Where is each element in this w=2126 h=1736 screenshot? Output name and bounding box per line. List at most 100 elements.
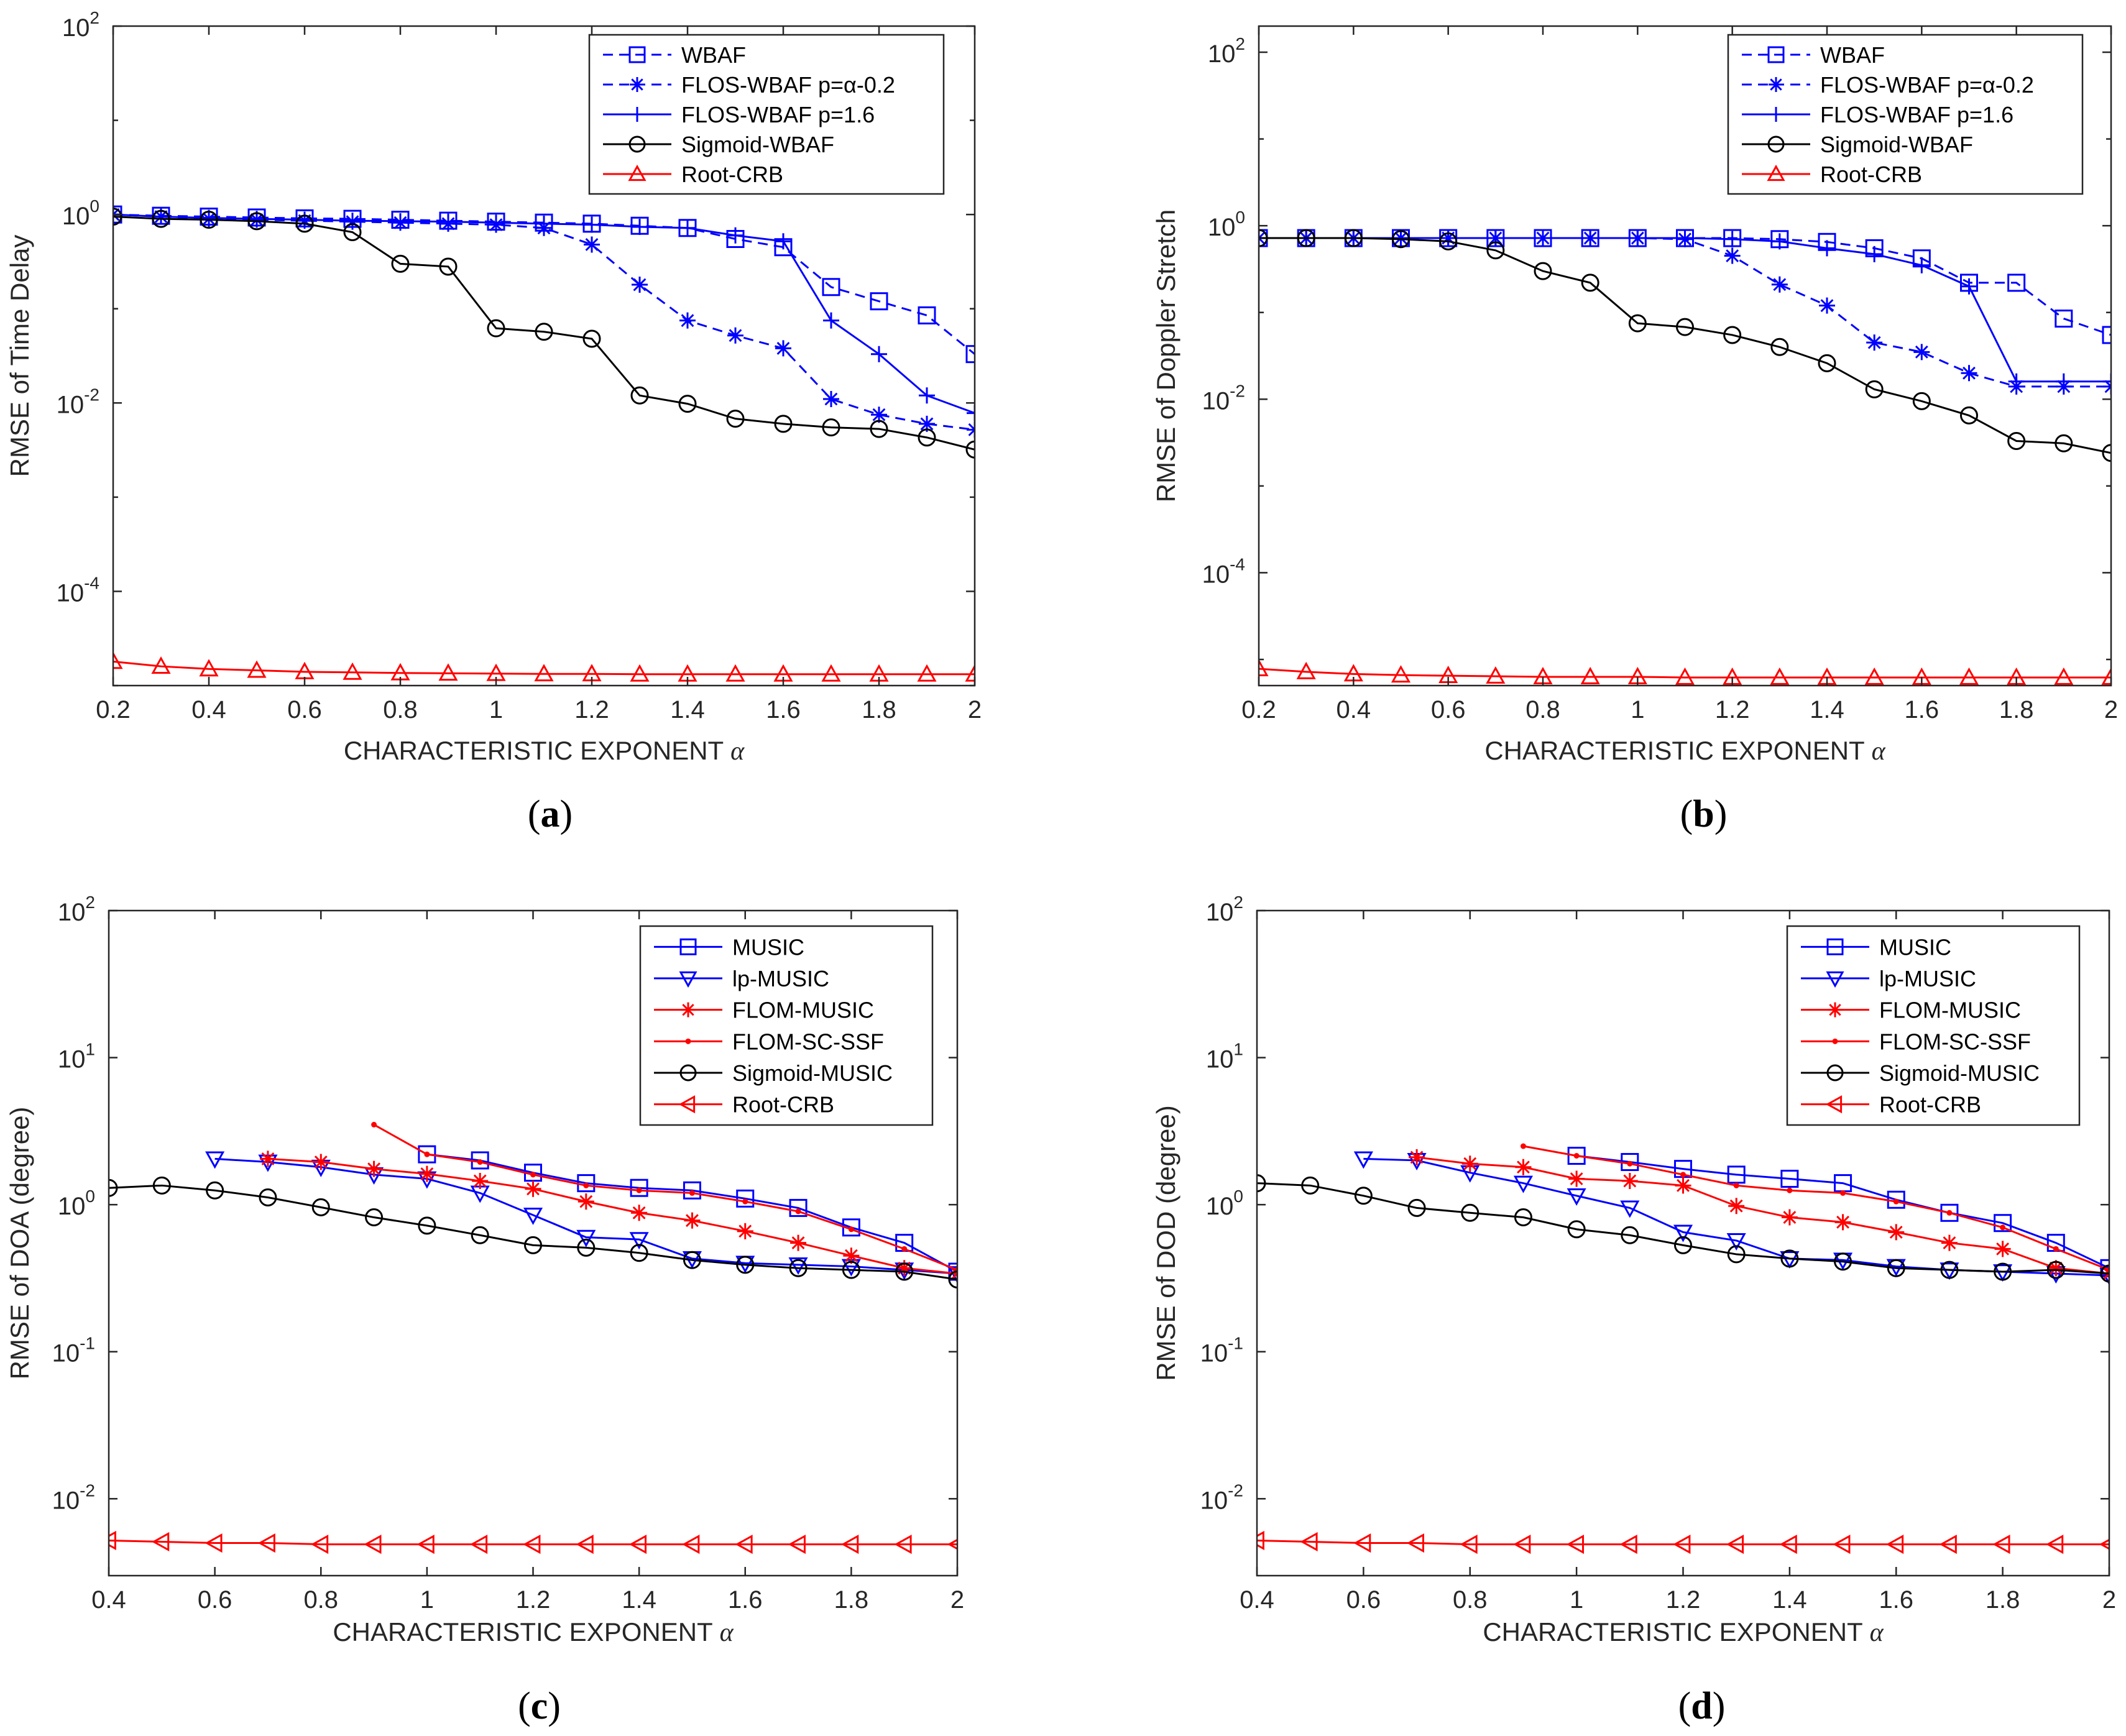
- marker-circle: [535, 323, 553, 341]
- marker-dot: [636, 1187, 642, 1193]
- marker-plus: [584, 216, 600, 233]
- marker-square: [1940, 1203, 1959, 1222]
- marker-circle: [418, 1216, 436, 1235]
- legend-entry: WBAF: [681, 42, 746, 68]
- marker-triangle-left: [1726, 1535, 1744, 1555]
- marker-circle: [206, 1181, 224, 1200]
- marker-star: [1994, 1241, 2011, 1257]
- marker-triangle-left: [1353, 1533, 1371, 1553]
- marker-plus: [440, 213, 456, 230]
- series-line: [267, 1157, 957, 1275]
- marker-plus: [1487, 230, 1504, 247]
- series-d-0: [1567, 1147, 2109, 1277]
- marker-circle: [365, 1208, 384, 1227]
- x-tick-label: 1: [1570, 1586, 1583, 1614]
- x-axis-label: CHARACTERISTIC EXPONENT α: [1484, 736, 1885, 766]
- marker-triangle-left: [523, 1535, 541, 1555]
- series-line: [1259, 668, 2111, 679]
- marker-star: [2048, 1260, 2064, 1277]
- marker-circle: [678, 395, 697, 413]
- marker-star: [1941, 1234, 1958, 1251]
- marker-circle: [965, 440, 975, 459]
- marker-square: [630, 1178, 648, 1197]
- marker-plus: [1582, 230, 1599, 247]
- marker-square: [2102, 326, 2111, 344]
- marker-plus: [536, 215, 552, 232]
- legend-box: [588, 34, 945, 195]
- marker-triangle-left: [257, 1533, 275, 1553]
- marker-triangle-left: [1833, 1535, 1851, 1555]
- marker-circle: [391, 254, 410, 273]
- marker-star: [525, 1180, 541, 1197]
- marker-circle: [1723, 326, 1742, 344]
- marker-star: [472, 1172, 489, 1189]
- marker-triangle-left: [1673, 1535, 1691, 1555]
- marker-circle: [2007, 431, 2026, 450]
- x-tick-label: 1.4: [1772, 1586, 1807, 1614]
- marker-triangle-left: [416, 1535, 435, 1555]
- y-tick-label: 102: [62, 8, 99, 42]
- marker-circle: [524, 1236, 542, 1254]
- marker-circle: [2102, 444, 2111, 462]
- y-tick-label: 10-1: [1200, 1334, 1243, 1367]
- marker-triangle-down: [1826, 971, 1844, 988]
- series-line: [1259, 237, 2111, 383]
- marker-circle: [2046, 1261, 2065, 1279]
- marker-plus: [1769, 107, 1783, 122]
- marker-plus: [2008, 373, 2025, 390]
- marker-triangle-up: [534, 664, 554, 682]
- panel-label: (a): [528, 793, 573, 835]
- marker-triangle-up: [343, 662, 362, 680]
- marker-star: [1961, 365, 1977, 382]
- marker-dot: [1573, 1153, 1580, 1159]
- marker-circle: [1392, 230, 1410, 249]
- marker-triangle-down: [1620, 1200, 1640, 1218]
- marker-triangle-down: [629, 1232, 649, 1250]
- x-tick-label: 1: [420, 1586, 434, 1614]
- x-tick-label: 1.8: [834, 1586, 869, 1614]
- marker-square: [822, 278, 840, 296]
- series-line: [1257, 1539, 2109, 1546]
- marker-dot: [530, 1172, 536, 1178]
- marker-triangle-left: [1992, 1535, 2010, 1555]
- marker-triangle-left: [678, 1095, 696, 1114]
- marker-star: [1828, 1002, 1843, 1017]
- marker-triangle-left: [894, 1535, 912, 1555]
- series-line: [1576, 1155, 2109, 1269]
- marker-circle: [1581, 273, 1599, 292]
- marker-circle: [1407, 1198, 1426, 1217]
- marker-plus: [2103, 373, 2111, 390]
- marker-triangle-left: [2046, 1535, 2064, 1555]
- marker-dot: [742, 1198, 748, 1205]
- marker-triangle-down: [1726, 1233, 1746, 1251]
- marker-square: [948, 1262, 957, 1281]
- axes-box: [1258, 25, 2112, 687]
- marker-plus: [1677, 230, 1693, 247]
- marker-square: [2007, 273, 2026, 292]
- x-tick-label: 2: [2102, 1586, 2116, 1614]
- marker-star: [681, 1002, 696, 1017]
- marker-star: [1409, 1149, 1425, 1165]
- plot-area: [1259, 229, 2111, 685]
- series-line: [1416, 1156, 2109, 1275]
- marker-triangle-left: [2099, 1538, 2109, 1550]
- x-tick-label: 0.8: [1453, 1586, 1488, 1614]
- y-axis-label: RMSE of Doppler Stretch: [1151, 209, 1180, 503]
- x-tick-label: 0.4: [191, 696, 226, 723]
- marker-triangle-down: [1993, 1264, 2013, 1282]
- y-tick-label: 102: [1208, 34, 1245, 68]
- marker-circle: [471, 1226, 489, 1244]
- series-line: [113, 216, 975, 451]
- marker-circle: [630, 386, 649, 405]
- marker-star: [1568, 1170, 1585, 1187]
- x-axis-label: CHARACTERISTIC EXPONENT α: [344, 736, 745, 766]
- marker-triangle-left: [1406, 1533, 1424, 1553]
- marker-star: [727, 327, 743, 344]
- marker-star: [630, 77, 645, 92]
- y-axis-label: RMSE of DOA (degree): [5, 1107, 34, 1380]
- marker-circle: [870, 420, 888, 438]
- marker-triangle-left: [1300, 1532, 1318, 1552]
- legend-entry: lp-MUSIC: [1879, 966, 1976, 991]
- legend-entry: Sigmoid-WBAF: [1820, 132, 1973, 157]
- marker-star: [790, 1234, 807, 1251]
